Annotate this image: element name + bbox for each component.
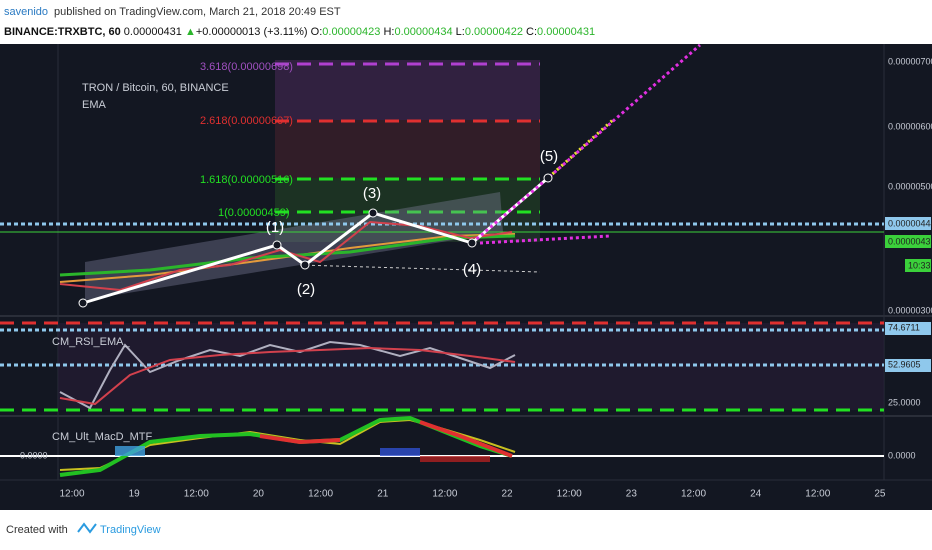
fib-zone <box>275 178 540 212</box>
rsi-tick: 25.0000 <box>888 397 921 407</box>
macd-tick: 0.0000 <box>888 450 916 460</box>
fib-label: 3.618(0.00000698) <box>200 61 293 73</box>
symbol-bar: BINANCE:TRXBTC, 60 0.00000431 ▲+0.000000… <box>4 26 595 38</box>
time-tick: 22 <box>501 489 513 500</box>
fib-label: 1.618(0.00000516) <box>200 174 293 186</box>
rsi-line <box>59 340 516 410</box>
wave-point <box>300 260 310 270</box>
time-tick: 25 <box>874 489 886 500</box>
rsi-badge <box>885 322 931 335</box>
trendline <box>299 264 541 273</box>
wave-point <box>543 173 553 183</box>
projection <box>471 43 701 245</box>
price-tick: 0.00000500 <box>888 181 932 191</box>
price-badge <box>885 217 931 230</box>
macd-histogram <box>420 456 490 462</box>
countdown: 10:33 <box>908 260 931 270</box>
time-axis: 12:00 19 12:00 20 12:00 21 12:00 22 12:00 23 12:00… <box>59 489 885 500</box>
change: +0.00000013 (+3.11%) <box>196 26 308 38</box>
price-tick: 0.00000600 <box>888 121 932 131</box>
macd-line <box>259 434 341 445</box>
time-tick: 12:00 <box>59 489 84 500</box>
high-label: H: <box>383 26 394 38</box>
arrow: ▲ <box>185 26 196 38</box>
fib-zone <box>275 60 540 120</box>
price-badge <box>905 259 931 272</box>
projection <box>479 234 611 245</box>
time-tick: 12:00 <box>805 489 830 500</box>
price-tick: 0.00000700 <box>888 56 932 66</box>
regression-channel <box>85 192 503 300</box>
indicator-name: EMA <box>82 99 107 111</box>
published: published on TradingView.com, March 21, … <box>54 6 341 18</box>
wave-label: (4) <box>463 261 481 278</box>
footer-text: Created with <box>6 524 68 536</box>
wave-point <box>272 240 282 250</box>
open: 0.00000423 <box>322 26 380 38</box>
time-tick: 24 <box>750 489 762 500</box>
price: 0.00000431 <box>124 26 182 38</box>
macd-histogram <box>115 446 145 456</box>
time-tick: 12:00 <box>184 489 209 500</box>
wave-label: (5) <box>540 148 558 165</box>
pane-title: CM_Ult_MacD_MTF <box>52 431 153 443</box>
low: 0.00000422 <box>465 26 523 38</box>
wave-point <box>467 238 477 248</box>
open-label: O: <box>311 26 323 38</box>
wave-label: (3) <box>363 185 381 202</box>
wave-point <box>368 208 378 218</box>
price-tick: 0.00000431 <box>888 236 932 246</box>
close-label: C: <box>526 26 537 38</box>
author[interactable]: savenido <box>4 6 48 18</box>
time-tick: 21 <box>377 489 389 500</box>
time-tick: 19 <box>129 489 141 500</box>
time-tick: 12:00 <box>308 489 333 500</box>
time-tick: 12:00 <box>681 489 706 500</box>
logo <box>77 522 97 534</box>
macd-histogram <box>380 448 420 456</box>
macd-line <box>419 420 513 458</box>
symbol: BINANCE:TRXBTC, 60 <box>4 26 121 38</box>
time-tick: 12:00 <box>557 489 582 500</box>
fib-label: 1(0.00000459) <box>218 207 290 219</box>
rsi-tick: 52.9605 <box>888 359 921 369</box>
fib-label: 2.618(0.00000607) <box>200 115 293 127</box>
brand[interactable]: TradingView <box>100 524 161 536</box>
time-tick: 20 <box>253 489 265 500</box>
rsi-ema <box>59 346 516 406</box>
wave-point <box>78 298 88 308</box>
price-series <box>59 220 513 292</box>
wave-label: (1) <box>266 219 284 236</box>
close: 0.00000431 <box>537 26 595 38</box>
elliott-wave <box>82 176 549 305</box>
high: 0.00000434 <box>394 26 452 38</box>
price-tick: 0.00000300 <box>888 305 932 315</box>
rsi-tick: 74.6711 <box>888 322 920 332</box>
time-tick: 23 <box>626 489 638 500</box>
price-badge <box>885 235 931 248</box>
time-tick: 12:00 <box>432 489 457 500</box>
price-tick: 0.00000444 <box>888 218 932 228</box>
fib-zone <box>275 120 540 178</box>
macd-tick: 0.0000 <box>20 450 48 460</box>
pane-title: TRON / Bitcoin, 60, BINANCE <box>82 82 229 94</box>
rsi-badge <box>885 359 931 372</box>
low-label: L: <box>456 26 465 38</box>
wave-label: (2) <box>297 281 315 298</box>
pane-title: CM_RSI_EMA_ <box>52 336 131 348</box>
